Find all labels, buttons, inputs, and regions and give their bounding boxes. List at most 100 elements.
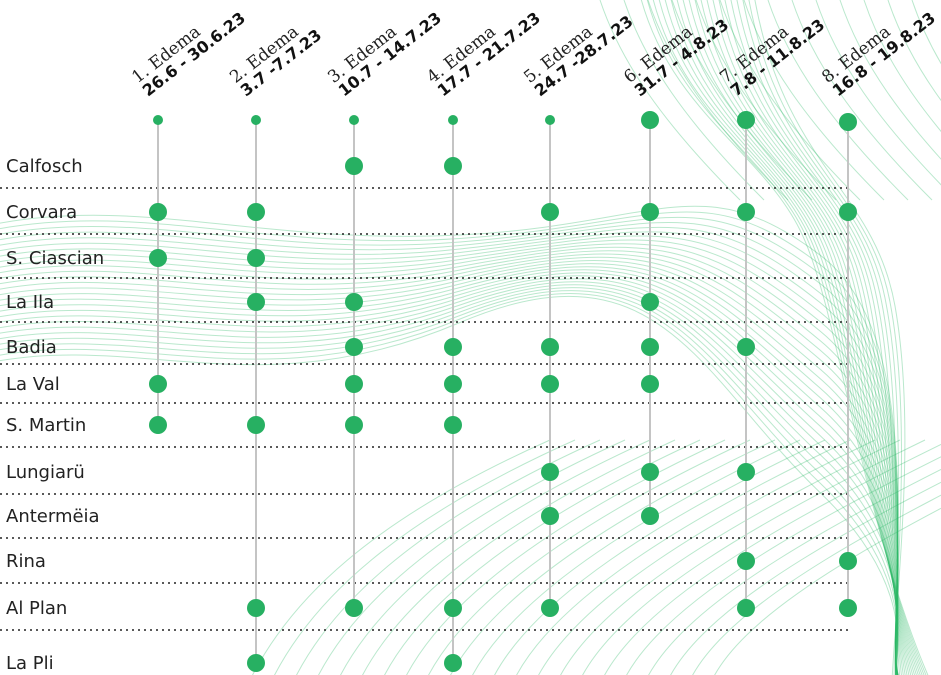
column-header-dot (737, 111, 755, 129)
wave-line (0, 272, 899, 675)
visit-dot (839, 552, 857, 570)
column-header-dot (153, 115, 163, 125)
wave-line (252, 439, 551, 675)
column-header-dot (839, 113, 857, 131)
visit-dot (345, 293, 363, 311)
visit-dot (737, 599, 755, 617)
wave-line (839, 0, 941, 160)
wave-line (0, 287, 899, 675)
visit-dot (541, 463, 559, 481)
row-separators (0, 187, 850, 631)
row-label: La Pli (6, 653, 54, 674)
wave-line (0, 231, 899, 675)
wave-line (754, 0, 906, 675)
wave-line (599, 0, 741, 201)
wave-line (0, 290, 899, 675)
wave-line (648, 468, 941, 675)
visit-dot (345, 416, 363, 434)
wave-line (791, 0, 933, 201)
wave-line (676, 0, 917, 675)
visit-dot (345, 375, 363, 393)
wave-line (719, 0, 861, 201)
wave-line (0, 281, 899, 675)
wave-line (0, 275, 899, 675)
visit-dot (444, 157, 462, 175)
column-header-dot (349, 115, 359, 125)
wave-line (887, 0, 941, 102)
wave-line (640, 0, 929, 675)
wave-line (0, 256, 899, 675)
wave-line (0, 263, 899, 675)
wave-line (0, 216, 899, 675)
visit-dot (444, 338, 462, 356)
wave-line (670, 481, 941, 675)
wave-line (718, 0, 904, 675)
wave-line (743, 0, 885, 201)
wave-line (748, 0, 902, 675)
wave-line (0, 269, 899, 675)
visit-dot (247, 654, 265, 672)
row-label: S. Martin (6, 415, 86, 436)
wave-line (911, 0, 941, 65)
visit-dot (641, 293, 659, 311)
visit-dot (247, 599, 265, 617)
wave-line (340, 439, 651, 675)
wave-line (736, 0, 899, 675)
wave-line (695, 0, 837, 201)
visit-dot (541, 338, 559, 356)
visit-dot (541, 203, 559, 221)
visit-dot (444, 599, 462, 617)
wave-line (0, 235, 899, 675)
visit-dot (345, 599, 363, 617)
wave-line (274, 439, 576, 675)
wave-line (658, 0, 923, 675)
visit-dot (345, 338, 363, 356)
wave-line (730, 0, 901, 675)
wave-line (647, 0, 789, 201)
visit-dot (444, 654, 462, 672)
visit-dot (641, 338, 659, 356)
wave-line (694, 0, 912, 675)
wave-line (692, 494, 941, 675)
visit-dot (641, 203, 659, 221)
visit-dot (247, 203, 265, 221)
visit-dot (149, 375, 167, 393)
visit-dot (737, 338, 755, 356)
visit-dot (541, 375, 559, 393)
visit-dot (541, 507, 559, 525)
row-labels: Calfosch Corvara S. Ciascian La Ila Badia La … (6, 156, 104, 674)
wave-line (428, 439, 751, 675)
wave-line (700, 0, 910, 675)
visit-dot (641, 375, 659, 393)
wave-line (0, 226, 899, 675)
row-label: Antermëia (6, 506, 100, 527)
visit-dot (541, 599, 559, 617)
wave-line (472, 439, 801, 675)
visit-dot (737, 203, 755, 221)
visit-dot (247, 416, 265, 434)
visit-dot (149, 416, 167, 434)
row-label: Al Plan (6, 598, 67, 619)
wave-line (516, 439, 851, 675)
visit-dot (149, 203, 167, 221)
row-label: La Val (6, 374, 60, 395)
visit-dot (444, 375, 462, 393)
wave-line (0, 259, 899, 675)
column-header-dot (641, 111, 659, 129)
wave-line (494, 439, 826, 675)
row-label: Badia (6, 337, 57, 358)
wave-line (0, 278, 899, 675)
column-header-dot (251, 115, 261, 125)
visit-dot (641, 463, 659, 481)
column-header-dot (448, 115, 458, 125)
wave-line (0, 253, 899, 675)
visit-dot (641, 507, 659, 525)
wave-line (742, 0, 899, 675)
visit-dot (737, 463, 755, 481)
row-label: Calfosch (6, 156, 83, 177)
